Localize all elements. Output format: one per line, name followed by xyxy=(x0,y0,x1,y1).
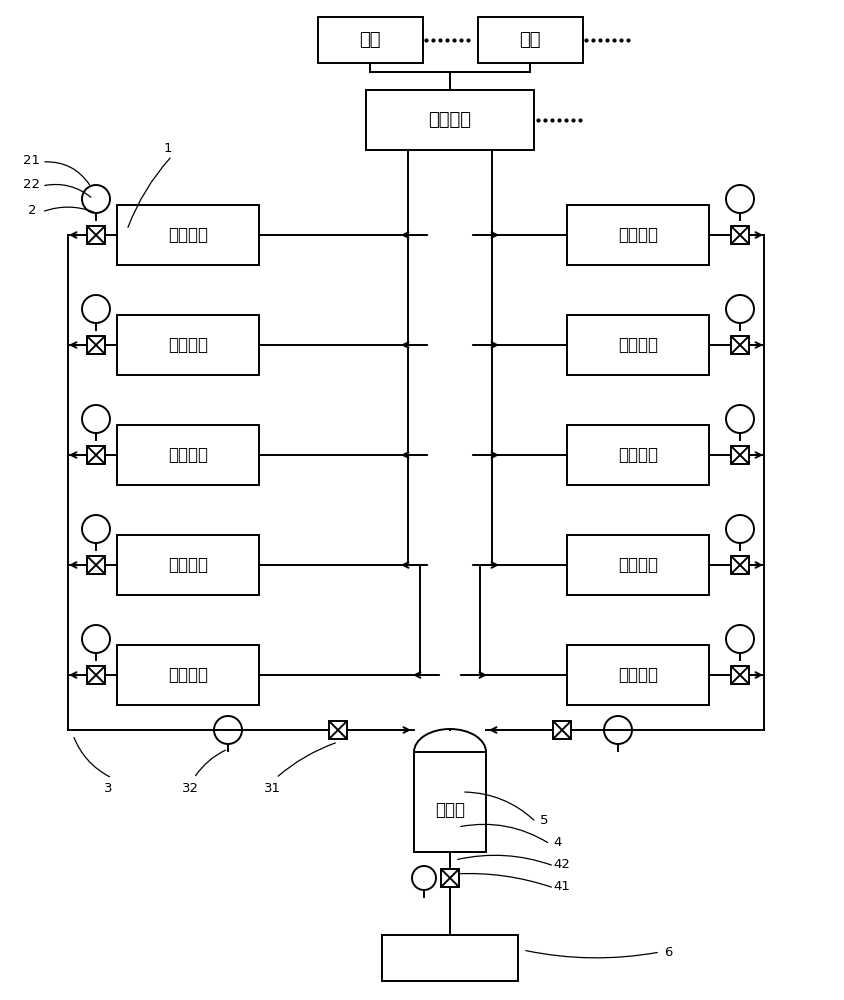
Text: 缓冲罐: 缓冲罐 xyxy=(435,801,465,819)
Bar xyxy=(731,336,749,354)
Text: 压裂装置: 压裂装置 xyxy=(618,556,658,574)
FancyBboxPatch shape xyxy=(117,315,259,375)
FancyBboxPatch shape xyxy=(567,645,709,705)
FancyBboxPatch shape xyxy=(567,315,709,375)
Bar xyxy=(87,336,105,354)
Text: 31: 31 xyxy=(263,782,280,794)
Text: 压裂装置: 压裂装置 xyxy=(618,446,658,464)
Bar xyxy=(329,721,347,739)
FancyBboxPatch shape xyxy=(567,535,709,595)
Bar xyxy=(414,752,486,852)
Text: 22: 22 xyxy=(24,178,41,190)
Bar xyxy=(731,556,749,574)
Text: 3: 3 xyxy=(104,782,112,794)
FancyBboxPatch shape xyxy=(117,205,259,265)
FancyBboxPatch shape xyxy=(478,17,582,63)
Text: 砂罐: 砂罐 xyxy=(360,31,381,49)
FancyBboxPatch shape xyxy=(382,935,518,981)
Text: 压裂装置: 压裂装置 xyxy=(168,226,208,244)
Bar xyxy=(87,666,105,684)
Text: 液罐: 液罐 xyxy=(519,31,541,49)
Text: 压裂装置: 压裂装置 xyxy=(168,336,208,354)
FancyBboxPatch shape xyxy=(117,645,259,705)
Text: 压裂装置: 压裂装置 xyxy=(618,666,658,684)
Bar xyxy=(731,226,749,244)
Text: 压裂装置: 压裂装置 xyxy=(168,666,208,684)
Bar xyxy=(441,869,459,887)
Text: 2: 2 xyxy=(28,204,36,217)
Text: 32: 32 xyxy=(181,782,198,794)
FancyBboxPatch shape xyxy=(317,17,423,63)
FancyBboxPatch shape xyxy=(117,535,259,595)
Text: 压裂装置: 压裂装置 xyxy=(618,336,658,354)
Text: 6: 6 xyxy=(664,946,672,958)
Bar xyxy=(87,446,105,464)
FancyBboxPatch shape xyxy=(567,425,709,485)
Bar xyxy=(87,556,105,574)
Text: 4: 4 xyxy=(554,836,562,848)
Bar xyxy=(731,666,749,684)
Bar xyxy=(731,446,749,464)
Text: 42: 42 xyxy=(554,857,571,870)
FancyBboxPatch shape xyxy=(366,90,534,150)
Bar xyxy=(553,721,571,739)
Text: 1: 1 xyxy=(164,141,172,154)
Text: 5: 5 xyxy=(540,814,549,826)
Text: 压裂装置: 压裂装置 xyxy=(618,226,658,244)
FancyBboxPatch shape xyxy=(117,425,259,485)
Bar xyxy=(87,226,105,244)
Text: 压裂装置: 压裂装置 xyxy=(168,446,208,464)
Text: 压裂装置: 压裂装置 xyxy=(168,556,208,574)
FancyBboxPatch shape xyxy=(567,205,709,265)
Text: 21: 21 xyxy=(24,153,41,166)
Text: 41: 41 xyxy=(554,880,571,892)
Text: 混砂装置: 混砂装置 xyxy=(429,111,472,129)
